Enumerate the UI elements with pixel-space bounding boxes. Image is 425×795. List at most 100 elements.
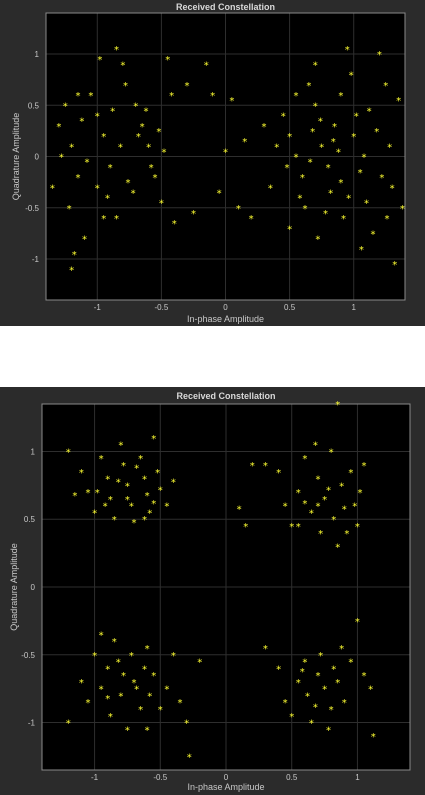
data-point: * <box>306 81 311 92</box>
data-point: * <box>326 485 331 496</box>
data-point: * <box>368 685 373 696</box>
data-point: * <box>294 153 299 164</box>
data-point: * <box>308 158 313 169</box>
data-point: * <box>331 515 336 526</box>
data-point: * <box>322 495 327 506</box>
data-point: * <box>313 702 318 713</box>
data-point: * <box>263 461 268 472</box>
data-point: * <box>125 481 130 492</box>
data-point: * <box>281 112 286 123</box>
data-point: * <box>118 691 123 702</box>
data-point: * <box>351 132 356 143</box>
data-point: * <box>156 127 161 138</box>
data-point: * <box>302 658 307 669</box>
data-point: * <box>274 142 279 153</box>
data-point: * <box>67 204 72 215</box>
data-point: * <box>155 468 160 479</box>
data-point: * <box>364 199 369 210</box>
chart-title: Received Constellation <box>176 2 275 12</box>
y-tick-label: 1 <box>31 447 36 456</box>
data-point: * <box>379 173 384 184</box>
data-point: * <box>151 434 156 445</box>
data-point: * <box>362 461 367 472</box>
data-point: * <box>371 732 376 743</box>
chart-panel-top: -1 -0.5 0 0.5 1 -1 -0.5 0 0.5 1 Received Constella… <box>0 0 425 326</box>
data-point: * <box>82 235 87 246</box>
chart-title: Received Constellation <box>176 391 275 401</box>
x-tick-label: 0.5 <box>284 303 296 312</box>
data-point: * <box>79 468 84 479</box>
data-point: * <box>142 664 147 675</box>
data-point: * <box>59 153 64 164</box>
scatter-chart-top: -1 -0.5 0 0.5 1 -1 -0.5 0 0.5 1 Received Constella… <box>11 2 406 324</box>
data-point: * <box>105 694 110 705</box>
data-point: * <box>66 447 71 458</box>
data-point: * <box>79 678 84 689</box>
data-point: * <box>158 705 163 716</box>
data-point: * <box>323 209 328 220</box>
data-point: * <box>326 163 331 174</box>
plot-frame <box>45 12 406 301</box>
data-point: * <box>217 188 222 199</box>
data-point: * <box>287 224 292 235</box>
data-point: * <box>95 183 100 194</box>
data-point: * <box>171 477 176 488</box>
data-point: * <box>97 55 102 66</box>
data-point: * <box>328 188 333 199</box>
data-point: * <box>103 502 108 513</box>
data-point: * <box>145 644 150 655</box>
data-point: * <box>313 101 318 112</box>
x-tick-label: 1 <box>355 773 360 782</box>
data-point: * <box>118 441 123 452</box>
y-axis-label: Quadrature Amplitude <box>9 543 19 631</box>
data-point: * <box>125 495 130 506</box>
data-point: * <box>316 671 321 682</box>
data-point: * <box>171 651 176 662</box>
data-point: * <box>92 508 97 519</box>
data-point: * <box>336 147 341 158</box>
data-point: * <box>114 45 119 56</box>
data-point: * <box>161 147 166 158</box>
data-point: * <box>142 515 147 526</box>
data-point: * <box>296 488 301 499</box>
data-point: * <box>242 137 247 148</box>
y-tick-label: -0.5 <box>25 204 39 213</box>
data-point: * <box>108 495 113 506</box>
data-point: * <box>92 651 97 662</box>
data-point: * <box>95 112 100 123</box>
y-axis-label: Quadrature Amplitude <box>11 113 21 201</box>
data-point: * <box>204 60 209 71</box>
x-tick-label: 0 <box>223 303 228 312</box>
data-point: * <box>134 464 139 475</box>
chart-panel-bottom: -1 -0.5 0 0.5 1 -1 -0.5 0 0.5 1 Received Constella… <box>0 387 425 795</box>
data-point: * <box>243 522 248 533</box>
data-point: * <box>322 685 327 696</box>
data-point: * <box>268 183 273 194</box>
data-point: * <box>88 91 93 102</box>
data-point: * <box>310 127 315 138</box>
data-point: * <box>318 117 323 128</box>
data-point: * <box>296 678 301 689</box>
data-point: * <box>335 400 340 411</box>
data-point: * <box>283 698 288 709</box>
data-point: * <box>101 214 106 225</box>
data-point: * <box>191 209 196 220</box>
data-point: * <box>348 468 353 479</box>
data-point: * <box>370 229 375 240</box>
data-point: * <box>69 265 74 276</box>
data-point: * <box>147 508 152 519</box>
data-point: * <box>164 502 169 513</box>
data-point: * <box>345 45 350 56</box>
data-point: * <box>116 477 121 488</box>
plot-frame <box>41 403 411 771</box>
data-point: * <box>126 178 131 189</box>
data-point: * <box>112 637 117 648</box>
data-point: * <box>85 158 90 169</box>
data-point: * <box>152 173 157 184</box>
data-point: * <box>76 91 81 102</box>
data-point: * <box>56 122 61 133</box>
data-point: * <box>338 178 343 189</box>
data-point: * <box>185 81 190 92</box>
data-point: * <box>341 214 346 225</box>
data-point: * <box>318 529 323 540</box>
